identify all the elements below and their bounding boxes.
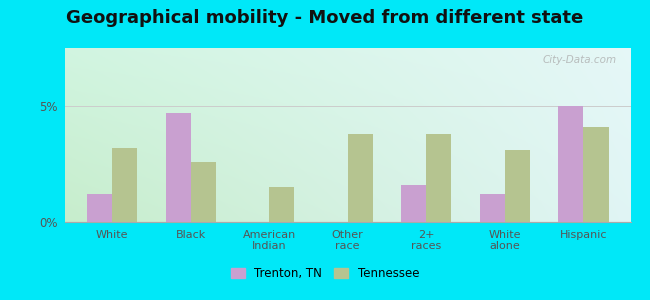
Bar [480, 194, 505, 222]
Bar [190, 162, 216, 222]
Bar [584, 127, 608, 222]
Bar [401, 185, 426, 222]
Bar [558, 106, 584, 222]
Text: Geographical mobility - Moved from different state: Geographical mobility - Moved from diffe… [66, 9, 584, 27]
Text: City-Data.com: City-Data.com [542, 55, 616, 65]
Bar [166, 113, 190, 222]
Bar [112, 148, 137, 222]
Bar [426, 134, 452, 222]
Bar [269, 187, 294, 222]
Bar [87, 194, 112, 222]
Bar [348, 134, 373, 222]
Bar [505, 150, 530, 222]
Legend: Trenton, TN, Tennessee: Trenton, TN, Tennessee [226, 263, 424, 285]
